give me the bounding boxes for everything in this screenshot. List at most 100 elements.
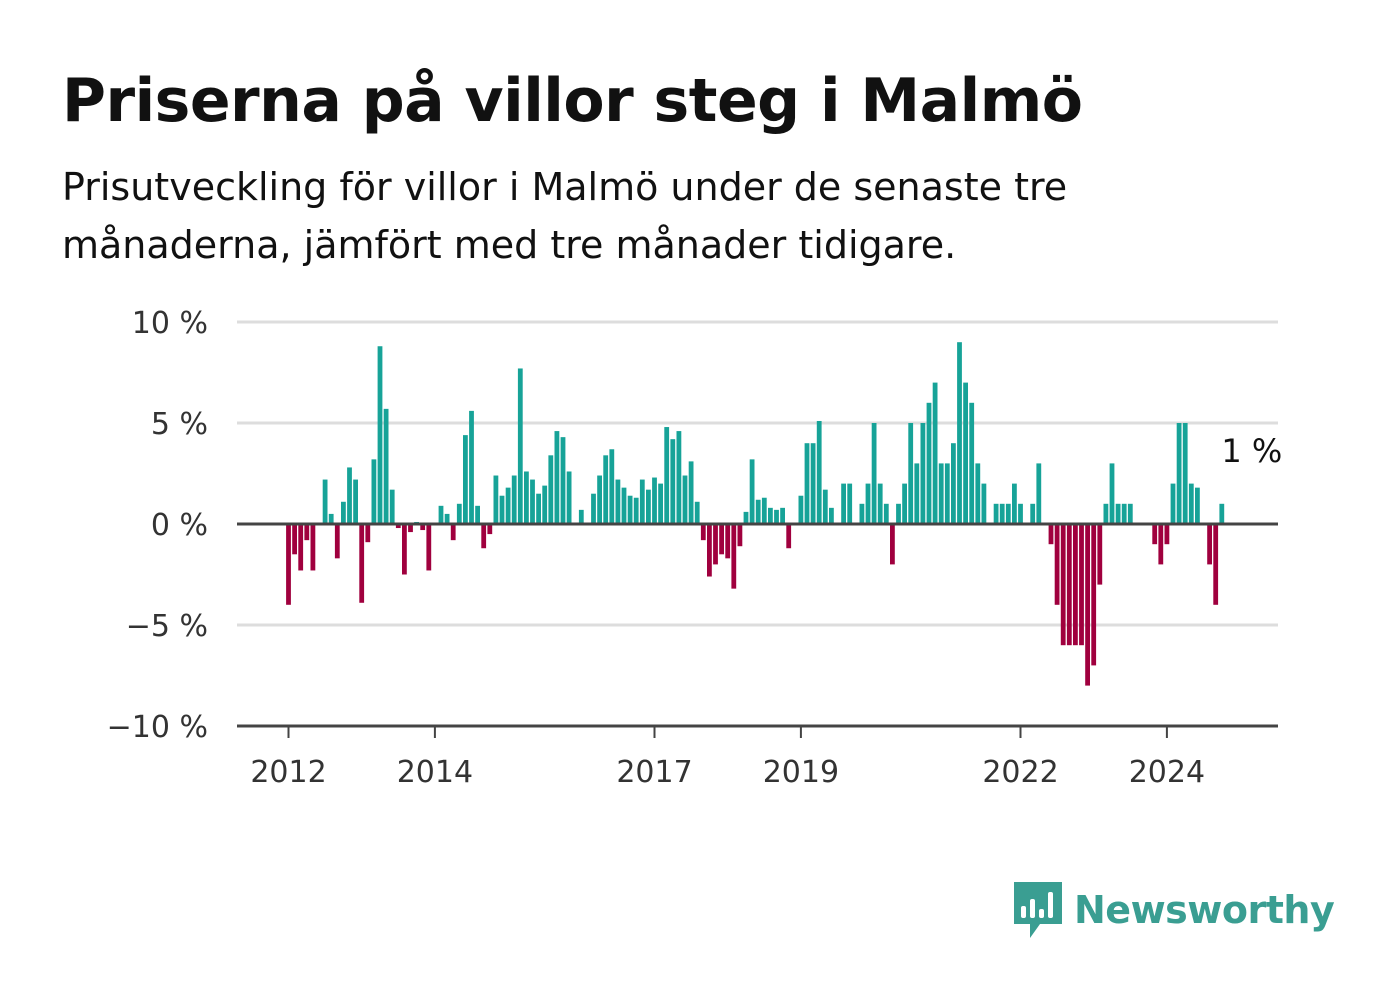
bar xyxy=(1121,503,1127,524)
bar xyxy=(658,483,663,524)
bar xyxy=(914,463,920,524)
bar xyxy=(395,524,401,529)
bar xyxy=(1170,483,1176,524)
bar xyxy=(359,524,365,603)
bar xyxy=(981,483,987,524)
chart-subtitle: Prisutveckling för villor i Malmö under … xyxy=(62,165,1068,267)
bar xyxy=(615,479,621,524)
bar xyxy=(408,524,413,533)
bar xyxy=(530,479,535,524)
bar xyxy=(633,497,639,524)
y-tick-label: 10 % xyxy=(132,306,208,341)
bar xyxy=(1164,524,1170,545)
bar xyxy=(322,479,328,524)
bar xyxy=(389,489,395,524)
bar xyxy=(1085,524,1090,686)
bar xyxy=(871,423,877,524)
bar xyxy=(1158,524,1164,565)
bar xyxy=(841,483,846,524)
bar xyxy=(694,501,700,524)
y-tick-label: −5 % xyxy=(126,609,208,644)
axes xyxy=(237,522,1278,738)
bar xyxy=(676,431,682,524)
bar xyxy=(328,513,334,524)
bar xyxy=(1195,487,1200,524)
bar xyxy=(1073,524,1078,646)
bar xyxy=(1188,483,1194,524)
bar xyxy=(761,497,767,524)
bar xyxy=(700,524,706,541)
bar xyxy=(944,463,950,524)
bar xyxy=(877,483,883,524)
bar xyxy=(1127,503,1133,524)
bar xyxy=(938,463,944,524)
bar xyxy=(749,459,755,524)
bar xyxy=(1152,524,1158,545)
bar xyxy=(664,427,670,524)
bar xyxy=(865,483,871,524)
bar xyxy=(621,487,627,524)
bar xyxy=(816,420,822,524)
bar xyxy=(292,524,297,555)
bar xyxy=(1176,423,1182,524)
bar xyxy=(1066,524,1072,646)
bar xyxy=(517,368,523,524)
y-tick-label: 0 % xyxy=(151,508,208,543)
bar xyxy=(310,524,316,571)
bar xyxy=(481,524,487,549)
bar xyxy=(993,503,999,524)
grid-lines xyxy=(237,320,1278,627)
y-tick-label: −10 % xyxy=(107,710,208,745)
bar xyxy=(774,509,779,524)
bar xyxy=(371,459,377,524)
bar xyxy=(493,475,499,524)
bar xyxy=(1005,503,1011,524)
bar xyxy=(548,455,554,524)
bar xyxy=(1012,483,1017,524)
bar xyxy=(505,487,511,524)
bar xyxy=(1109,463,1115,524)
bar xyxy=(908,423,914,524)
bar xyxy=(597,475,602,524)
bar xyxy=(1018,503,1023,524)
bar xyxy=(298,524,304,571)
bar xyxy=(1097,524,1103,585)
brand-name: Newsworthy xyxy=(1074,888,1335,932)
x-tick-label: 2024 xyxy=(1129,755,1205,790)
bar xyxy=(554,431,560,524)
bar xyxy=(639,479,645,524)
bar xyxy=(737,524,743,547)
bar xyxy=(487,524,493,535)
bar xyxy=(798,495,804,524)
bar xyxy=(768,507,773,524)
bar xyxy=(1213,524,1219,605)
bar xyxy=(603,455,609,524)
bar xyxy=(347,467,352,524)
x-tick-label: 2017 xyxy=(616,755,692,790)
bar xyxy=(1030,503,1036,524)
bar xyxy=(719,524,724,555)
bar xyxy=(627,495,633,524)
bar xyxy=(341,501,346,524)
bar xyxy=(707,524,712,577)
x-tick-label: 2022 xyxy=(982,755,1058,790)
bar xyxy=(975,463,981,524)
bar xyxy=(646,489,651,524)
bar xyxy=(591,493,596,524)
bar xyxy=(499,495,505,524)
bar xyxy=(999,503,1005,524)
x-tick-label: 2014 xyxy=(397,755,473,790)
bar xyxy=(969,402,975,524)
bar xyxy=(1115,503,1121,524)
bar xyxy=(1079,524,1084,646)
bar xyxy=(859,503,865,524)
bar xyxy=(1182,423,1188,524)
bar xyxy=(957,342,962,524)
newsworthy-logo-icon xyxy=(1014,882,1062,938)
bar xyxy=(804,443,810,524)
bar xyxy=(847,483,853,524)
bar xyxy=(951,443,956,524)
bar xyxy=(883,503,889,524)
y-tick-label: 5 % xyxy=(151,407,208,442)
bar xyxy=(536,493,541,524)
